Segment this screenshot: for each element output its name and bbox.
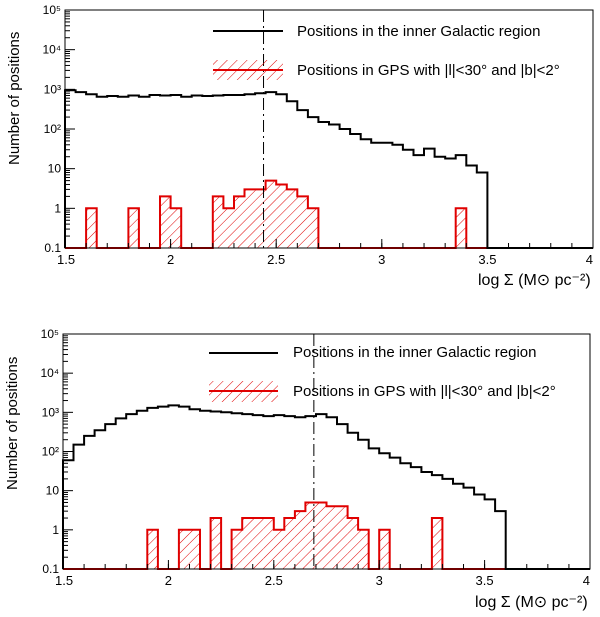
gps-bin-bar: [170, 208, 182, 248]
gps-bin-bar: [147, 529, 158, 569]
gps-bin-bar: [231, 529, 243, 569]
gps-bin-bar: [379, 529, 390, 569]
x-tick-label: 1.5: [57, 252, 75, 267]
x-axis-label-bottom: log Σ (M⊙ pc⁻²): [475, 594, 588, 611]
x-tick-label: 2: [165, 573, 172, 588]
gps-bin-bar: [252, 518, 264, 569]
gps-bin-bar: [242, 518, 253, 569]
x-tick-label: 3.5: [476, 573, 494, 588]
gps-bin-bar: [189, 529, 200, 569]
axes-bottom: 1.5 2 2.5 3 3.5 4 0.1 1 10 10² 10³ 10⁴ 10⁵: [40, 327, 591, 588]
x-tick-label: 2.5: [265, 573, 283, 588]
gps-bin-bar: [86, 208, 97, 248]
gps-bin-bar: [178, 529, 190, 569]
x-tick-label: 1.5: [55, 573, 73, 588]
legend-bottom: Positions in the inner Galactic region P…: [209, 344, 556, 402]
chart-bottom: 1.5 2 2.5 3 3.5 4 0.1 1 10 10² 10³ 10⁴ 10⁵ Positions…: [4, 327, 591, 611]
legend-label-gps-bottom: Positions in GPS with |l|<30° and |b|<2°: [293, 383, 556, 400]
x-tick-label: 3: [378, 252, 385, 267]
y-tick-label: 10³: [42, 405, 59, 419]
y-axis-label-bottom: Number of positions: [4, 357, 21, 490]
plot-frame-top: [64, 9, 594, 249]
gps-bin-bar: [294, 511, 306, 569]
y-tick-label: 10²: [42, 445, 59, 459]
gps-bin-bar: [223, 208, 234, 248]
gps-bin-bar: [160, 196, 171, 248]
x-tick-label: 4: [586, 252, 593, 267]
gps-bin-bar: [305, 502, 316, 569]
hist-gps-top: [65, 179, 593, 249]
gps-bin-bar: [337, 506, 348, 569]
hist-inner-bottom: [62, 404, 590, 570]
y-tick-label: 10⁵: [41, 327, 59, 341]
gps-bin-bar: [297, 196, 308, 248]
y-tick-label: 0.1: [44, 241, 61, 255]
x-tick-label: 2: [167, 252, 174, 267]
x-axis-label-top: log Σ (M⊙ pc⁻²): [478, 272, 591, 289]
gps-bin-bar: [326, 506, 337, 569]
axes-top: 1.5 2 2.5 3 3.5 4 0.1 1 10 10² 10³ 10⁴ 10⁵: [42, 3, 594, 267]
gps-bin-bar: [255, 189, 266, 248]
gps-bin-bar: [244, 189, 256, 248]
gps-bin-bar: [347, 518, 359, 569]
chart-top: 1.5 2 2.5 3 3.5 4 0.1 1 10 10² 10³ 10⁴ 10⁵ Positions…: [6, 3, 594, 289]
y-tick-label: 0.1: [42, 562, 59, 576]
gps-bin-bar: [263, 518, 274, 569]
gps-step-line: [65, 179, 593, 249]
gps-bin-bar: [234, 196, 245, 248]
gps-bin-bar: [210, 518, 222, 569]
y-tick-label: 10⁵: [43, 3, 61, 17]
gps-bin-bar: [307, 208, 319, 248]
y-tick-label: 10: [46, 484, 60, 498]
gps-bin-bar: [284, 518, 295, 569]
x-tick-label: 3.5: [478, 252, 496, 267]
gps-bin-bar: [273, 529, 285, 569]
y-tick-label: 10⁴: [42, 43, 61, 57]
y-tick-label: 10³: [44, 82, 61, 96]
y-tick-label: 10⁴: [40, 366, 59, 380]
x-tick-label: 3: [376, 573, 383, 588]
y-tick-label: 10: [48, 162, 62, 176]
y-tick-label: 1: [52, 523, 59, 537]
legend-label-inner-bottom: Positions in the inner Galactic region: [293, 344, 536, 361]
inner-step-line: [62, 404, 590, 570]
legend-top: Positions in the inner Galactic region P…: [213, 23, 560, 80]
gps-bin-bar: [276, 184, 287, 248]
x-tick-label: 2.5: [267, 252, 285, 267]
y-axis-label-top: Number of positions: [6, 32, 23, 165]
gps-bin-bar: [358, 529, 369, 569]
y-tick-label: 1: [54, 201, 61, 215]
inner-step-line: [64, 89, 593, 249]
gps-bin-bar: [431, 518, 443, 569]
hist-inner-top: [64, 89, 593, 249]
gps-bin-bar: [128, 208, 139, 248]
x-tick-label: 4: [583, 573, 590, 588]
legend-label-inner-top: Positions in the inner Galactic region: [297, 23, 540, 40]
y-tick-label: 10²: [44, 122, 61, 136]
gps-bin-bar: [455, 208, 467, 248]
gps-bin-bar: [316, 502, 327, 569]
gps-bin-bar: [212, 196, 224, 248]
hist-gps-bottom: [63, 501, 590, 570]
gps-bin-bar: [286, 189, 298, 248]
gps-bin-bar: [265, 180, 277, 248]
legend-label-gps-top: Positions in GPS with |l|<30° and |b|<2°: [297, 62, 560, 79]
